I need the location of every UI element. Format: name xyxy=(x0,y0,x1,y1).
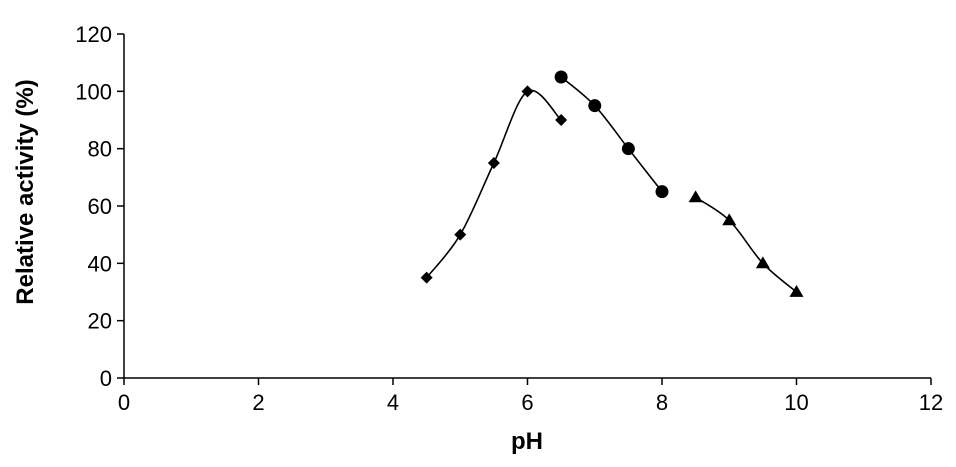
triangle-marker xyxy=(789,285,804,297)
triangle-marker xyxy=(722,213,737,226)
x-tick-label: 8 xyxy=(656,390,668,415)
x-tick-label: 10 xyxy=(784,390,808,415)
diamond-marker xyxy=(555,114,568,126)
diamond-marker xyxy=(487,157,500,169)
circle-marker xyxy=(588,99,602,113)
circle-marker xyxy=(554,70,568,84)
x-tick-label: 6 xyxy=(521,390,533,415)
y-tick-label: 120 xyxy=(75,22,112,47)
y-axis-title: Relative activity (%) xyxy=(12,79,39,304)
series-lines-layer xyxy=(425,76,798,293)
series-line-2 xyxy=(560,76,663,193)
triangle-marker xyxy=(755,256,770,269)
y-tick-label: 20 xyxy=(88,309,112,334)
y-tick-label: 40 xyxy=(88,251,112,276)
series-line-1 xyxy=(425,89,562,279)
diamond-marker xyxy=(420,271,433,284)
series-markers-layer xyxy=(420,70,804,297)
diamond-marker xyxy=(521,85,534,98)
y-tick-label: 100 xyxy=(75,79,112,104)
diamond-marker xyxy=(454,228,467,241)
y-tick-label: 0 xyxy=(100,366,112,391)
x-axis-title: pH xyxy=(511,428,543,455)
y-tick-label: 80 xyxy=(88,137,112,162)
y-tick-label: 60 xyxy=(88,194,112,219)
series-line-3 xyxy=(695,196,798,293)
x-tick-label: 12 xyxy=(919,390,943,415)
x-tick-label: 0 xyxy=(118,390,130,415)
circle-marker xyxy=(621,142,635,156)
circle-marker xyxy=(655,185,669,199)
x-tick-label: 4 xyxy=(387,390,399,415)
triangle-marker xyxy=(688,190,703,203)
x-tick-label: 2 xyxy=(252,390,264,415)
